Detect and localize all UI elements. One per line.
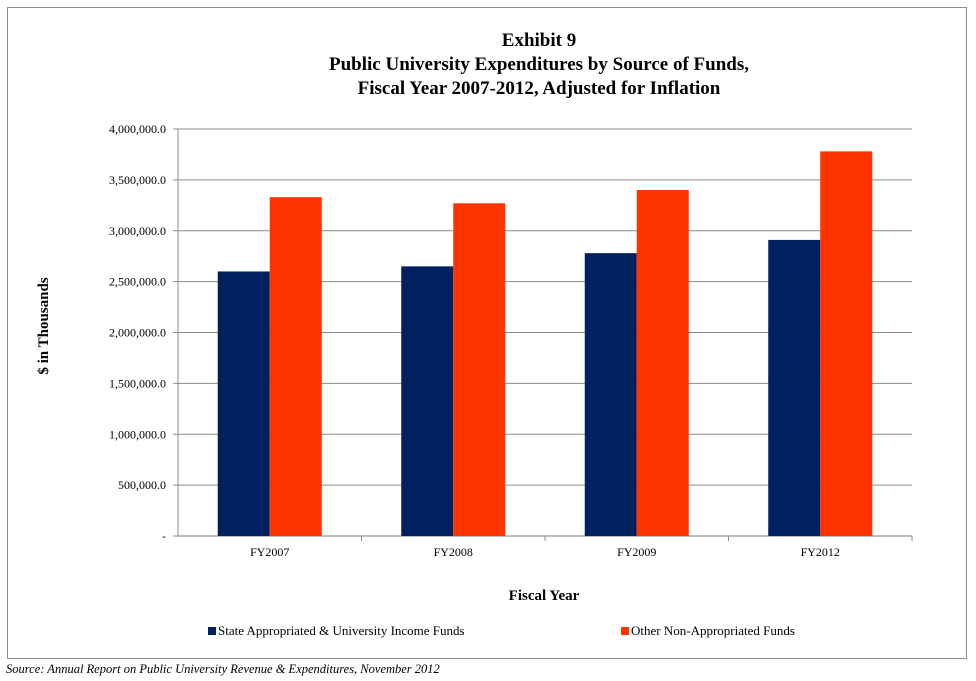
bar <box>584 253 637 536</box>
legend-swatch <box>208 627 216 635</box>
bar <box>636 190 689 537</box>
bar <box>217 271 270 536</box>
y-tick-label: - <box>162 529 166 543</box>
x-axis-title: Fiscal Year <box>509 588 580 604</box>
bar-chart: Exhibit 9 Public University Expenditures… <box>36 30 913 638</box>
bar <box>768 239 821 536</box>
y-axis-title: $ in Thousands <box>36 277 52 374</box>
legend-swatch <box>621 627 629 635</box>
x-tick-label: FY2012 <box>801 545 840 559</box>
y-tick-label: 2,500,000.0 <box>109 275 166 289</box>
chart-title-line-3: Fiscal Year 2007-2012, Adjusted for Infl… <box>358 78 721 99</box>
y-tick-label: 2,000,000.0 <box>109 326 166 340</box>
y-tick-label: 1,500,000.0 <box>109 376 166 390</box>
legend: State Appropriated & University Income F… <box>208 623 795 638</box>
chart-title-line-2: Public University Expenditures by Source… <box>329 54 749 75</box>
x-tick-labels: FY2007 FY2008 FY2009 FY2012 <box>250 545 840 559</box>
y-tick-label: 3,500,000.0 <box>109 173 166 187</box>
bar <box>401 266 454 536</box>
y-tick-label: 1,000,000.0 <box>109 427 166 441</box>
y-tick-label: 500,000.0 <box>118 478 166 492</box>
bar <box>820 151 873 536</box>
bars <box>217 151 873 537</box>
legend-label: Other Non-Appropriated Funds <box>631 623 795 638</box>
legend-label: State Appropriated & University Income F… <box>218 623 465 638</box>
bar <box>453 203 506 536</box>
y-tick-label: 3,000,000.0 <box>109 224 166 238</box>
x-tick-label: FY2007 <box>250 545 289 559</box>
x-tick-label: FY2009 <box>617 545 656 559</box>
chart-title-line-1: Exhibit 9 <box>502 30 576 51</box>
y-tick-labels: - 500,000.0 1,000,000.0 1,500,000.0 2,000,00… <box>109 122 166 543</box>
bar <box>269 197 322 537</box>
source-note: Source: Annual Report on Public Universi… <box>6 662 440 676</box>
x-tick-label: FY2008 <box>434 545 473 559</box>
y-tick-label: 4,000,000.0 <box>109 122 166 136</box>
